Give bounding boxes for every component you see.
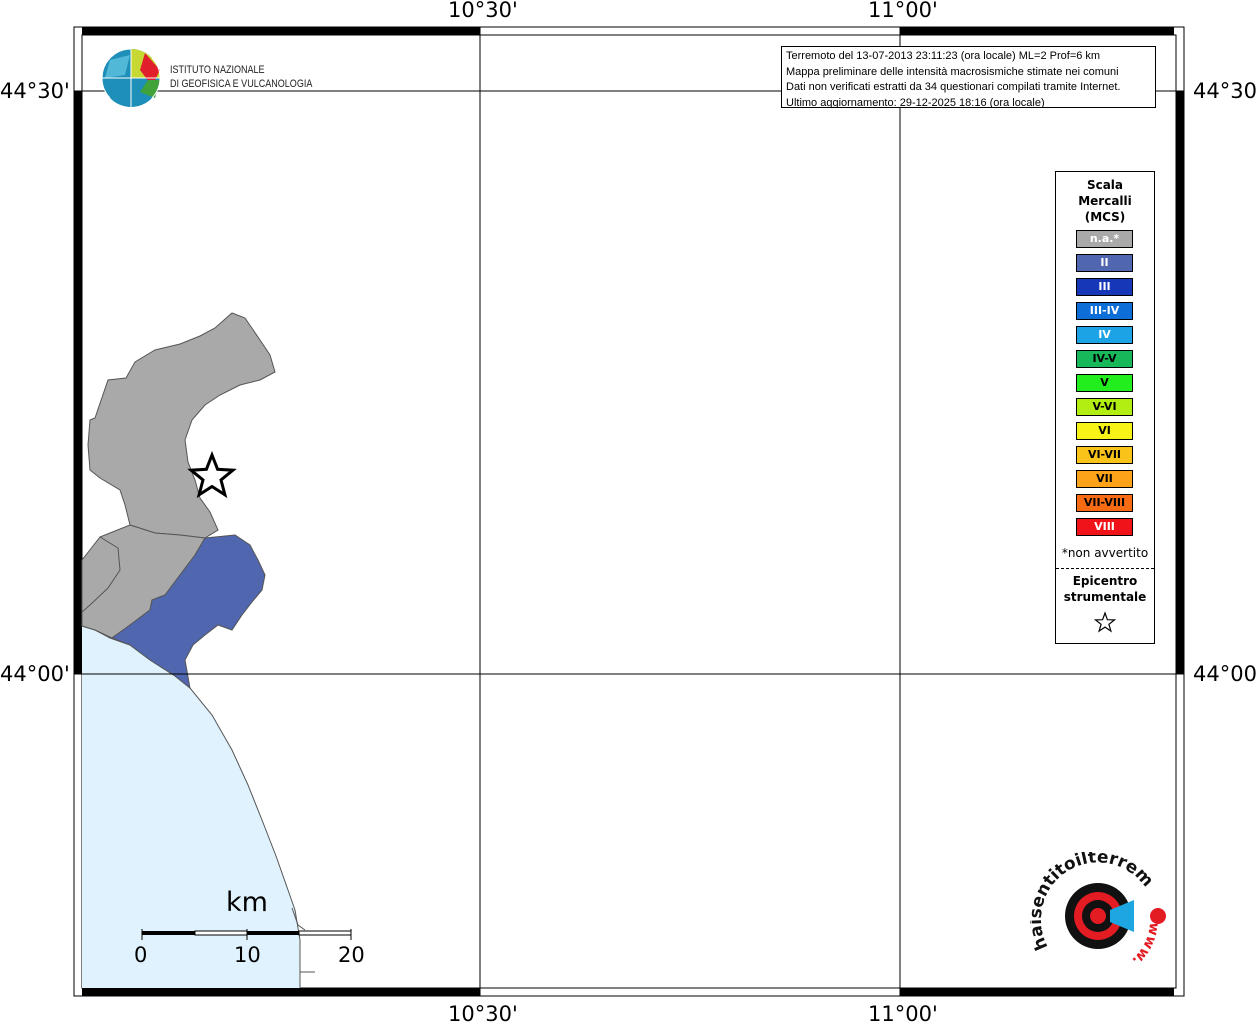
lat-label-right-4400: 44°00' [1193, 662, 1257, 686]
ingv-logo-text: ISTITUTO NAZIONALE DI GEOFISICA E VULCAN… [170, 63, 312, 91]
legend-title-line3: (MCS) [1084, 210, 1126, 224]
scale-bar [141, 929, 352, 940]
legend-swatch-iii-iv: III-IV [1076, 302, 1133, 320]
municipality-na-west [81, 536, 121, 614]
scale-unit: km [226, 887, 268, 918]
legend-swatch-n-a-: n.a.* [1076, 230, 1133, 248]
scale-tick-0: 0 [134, 943, 148, 967]
earthquake-target-logo-icon: haisentitoilterremoto.it www. [1030, 852, 1166, 969]
municipality-na-north [87, 312, 276, 539]
info-line-description: Mappa preliminare delle intensità macros… [786, 65, 1119, 78]
map-area [81, 34, 1177, 989]
map-border-ticks [74, 27, 1184, 996]
lat-label-left-4400: 44°00' [0, 662, 70, 686]
lon-label-bottom-1030: 10°30' [448, 1002, 518, 1026]
legend-swatch-ii: II [1076, 254, 1133, 272]
mcs-legend: Scala Mercalli (MCS) n.a.* II III III-IV IV I… [1055, 171, 1155, 644]
legend-swatch-v: V [1076, 374, 1133, 392]
sea-area [82, 626, 300, 988]
legend-swatch-iii: III [1076, 278, 1133, 296]
info-line-event: Terremoto del 13-07-2013 23:11:23 (ora l… [786, 50, 1101, 62]
legend-title: Scala Mercalli (MCS) [1056, 177, 1154, 225]
ingv-logo-icon [101, 48, 161, 107]
legend-swatch-v-vi: V-VI [1076, 398, 1133, 416]
legend-swatch-iv: IV [1076, 326, 1133, 344]
coast-detail [291, 907, 306, 931]
legend-swatch-viii: VIII [1076, 518, 1133, 536]
legend-title-line1: Scala [1086, 178, 1124, 192]
info-line-source: Dati non verificati estratti da 34 quest… [786, 81, 1121, 93]
ingv-logo-line1: ISTITUTO NAZIONALE [170, 64, 265, 76]
legend-epicenter-line1: Epicentro [1072, 574, 1138, 588]
lon-label-top-1030: 10°30' [448, 0, 518, 22]
ingv-logo-line2: DI GEOFISICA E VULCANOLOGIA [170, 78, 313, 90]
lon-label-top-1100: 11°00' [868, 0, 938, 22]
legend-epicenter-line2: strumentale [1063, 590, 1147, 604]
scale-tick-20: 20 [338, 943, 365, 967]
legend-swatch-vii-viii: VII-VIII [1076, 494, 1133, 512]
info-line-updated: Ultimo aggiornamento: 29-12-2025 18:16 (… [786, 96, 1045, 108]
legend-swatch-iv-v: IV-V [1076, 350, 1133, 368]
legend-note: *non avvertito [1061, 546, 1149, 560]
legend-swatch-vi: VI [1076, 422, 1133, 440]
legend-swatch-vi-vii: VI-VII [1076, 446, 1133, 464]
municipality-intensity-ii [110, 534, 266, 690]
epicenter-star-icon [187, 450, 237, 499]
earthquake-info-box: Terremoto del 13-07-2013 23:11:23 (ora l… [781, 46, 1156, 108]
legend-epicenter-label: Epicentro strumentale [1056, 573, 1154, 605]
scale-tick-10: 10 [234, 943, 261, 967]
legend-title-line2: Mercalli [1078, 194, 1132, 208]
lat-label-right-4430: 44°30' [1193, 79, 1257, 103]
legend-swatch-vii: VII [1076, 470, 1133, 488]
lat-label-left-4430: 44°30' [0, 79, 70, 103]
star-outline-icon [1093, 611, 1117, 633]
lon-label-bottom-1100: 11°00' [868, 1002, 938, 1026]
legend-separator [1056, 568, 1154, 569]
